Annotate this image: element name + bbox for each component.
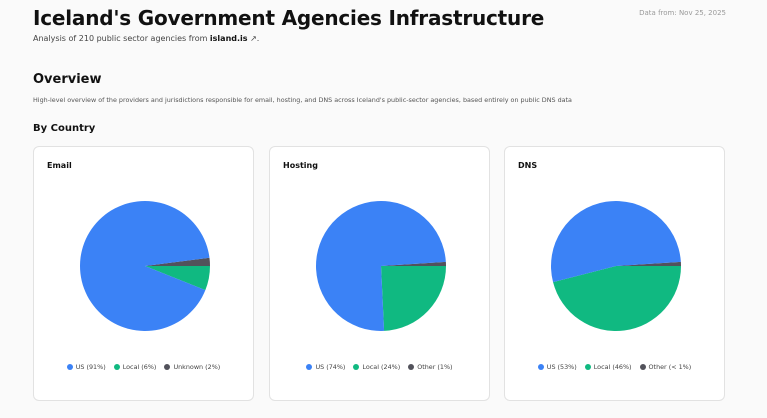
overview-description: High-level overview of the providers and…: [33, 96, 572, 104]
external-link-icon[interactable]: ↗: [247, 34, 257, 43]
legend-label: Other (< 1%): [648, 363, 692, 371]
legend-dot-icon: [408, 364, 415, 370]
dns-pie-chart: [551, 200, 681, 332]
chart-legend: US (74%) Local (24%) Other (1%): [270, 363, 489, 371]
legend-dot-icon: [537, 364, 544, 370]
legend-dot-icon: [306, 364, 313, 370]
legend-label: Other (1%): [417, 363, 453, 371]
island-is-link[interactable]: island.is: [209, 34, 248, 43]
by-country-heading: By Country: [33, 123, 96, 134]
page-title: Iceland's Government Agencies Infrastruc…: [33, 6, 545, 30]
legend-item-us[interactable]: US (74%): [306, 363, 345, 371]
legend-item-other[interactable]: Other (< 1%): [639, 363, 692, 371]
legend-dot-icon: [113, 364, 120, 370]
pie-slice-us[interactable]: [316, 201, 446, 331]
legend-label: Local (6%): [122, 363, 157, 371]
page-subtitle: Analysis of 210 public sector agencies f…: [33, 34, 259, 43]
legend-item-other[interactable]: Unknown (2%): [164, 363, 220, 371]
pie-slice-other[interactable]: [381, 261, 446, 266]
pie-slice-local[interactable]: [145, 266, 210, 291]
legend-item-other[interactable]: Other (1%): [408, 363, 453, 371]
subtitle-text: Analysis of 210 public sector agencies f…: [33, 34, 210, 43]
pie-slice-local[interactable]: [381, 266, 446, 331]
legend-item-us[interactable]: US (91%): [66, 363, 106, 371]
legend-label: US (74%): [315, 363, 346, 371]
pie-slice-us[interactable]: [551, 200, 681, 283]
legend-item-local[interactable]: Local (24%): [353, 363, 400, 371]
pie-slice-us[interactable]: [80, 201, 210, 331]
legend-label: US (53%): [546, 363, 577, 371]
data-date: Data from: Nov 25, 2025: [639, 9, 726, 17]
legend-item-local[interactable]: Local (46%): [584, 363, 632, 371]
email-chart-card: Email US (91%) Local (6%) Unknown (2%): [33, 146, 254, 401]
legend-dot-icon: [584, 364, 591, 370]
overview-heading: Overview: [33, 72, 102, 87]
email-pie-chart: [80, 201, 210, 331]
chart-legend: US (91%) Local (6%) Unknown (2%): [34, 363, 253, 371]
hosting-chart-card: Hosting US (74%) Local (24%) Other (1%): [269, 146, 490, 401]
legend-dot-icon: [639, 364, 646, 370]
hosting-pie-chart: [316, 201, 446, 331]
legend-item-local[interactable]: Local (6%): [113, 363, 157, 371]
legend-dot-icon: [66, 364, 73, 370]
legend-label: US (91%): [75, 363, 106, 371]
legend-label: Local (46%): [593, 363, 632, 371]
card-title: Hosting: [283, 161, 318, 170]
pie-slice-local[interactable]: [553, 266, 681, 332]
pie-slice-other[interactable]: [616, 261, 681, 266]
subtitle-suffix: .: [256, 34, 260, 43]
card-title: Email: [47, 161, 72, 170]
pie-slice-other[interactable]: [145, 257, 210, 266]
legend-label: Local (24%): [362, 363, 401, 371]
legend-dot-icon: [164, 364, 171, 370]
legend-item-us[interactable]: US (53%): [537, 363, 577, 371]
legend-label: Unknown (2%): [173, 363, 221, 371]
legend-dot-icon: [353, 364, 360, 370]
chart-legend: US (53%) Local (46%) Other (< 1%): [505, 363, 724, 371]
dns-chart-card: DNS US (53%) Local (46%) Other (< 1%): [504, 146, 725, 401]
card-title: DNS: [518, 161, 538, 170]
